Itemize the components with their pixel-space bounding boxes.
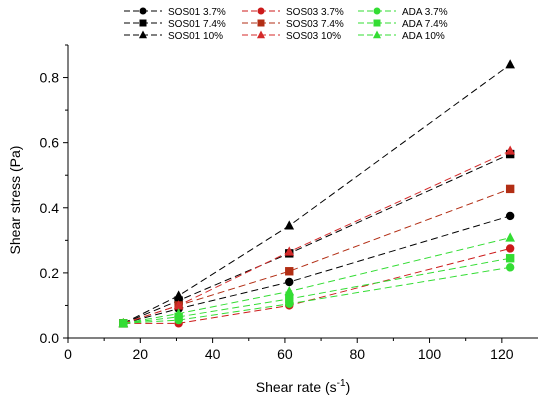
data-point [505,263,515,272]
series-line [123,247,511,324]
x-axis-label-end: ) [346,379,351,395]
legend-marker [257,19,265,27]
data-point [505,211,515,221]
series-line [123,237,511,324]
legend-layer: SOS01 3.7%SOS01 7.4%SOS01 10%SOS03 3.7%S… [124,7,448,42]
data-point [173,308,184,318]
series-line [123,188,511,324]
x-tick-label: 80 [349,346,365,362]
series-line [123,215,511,324]
data-point [505,59,515,69]
series-line [123,266,511,324]
x-tick-label: 0 [64,346,72,362]
series-line [123,64,511,324]
legend-label: SOS01 10% [168,31,223,42]
legend-label: ADA 3.7% [402,7,448,18]
data-point [173,290,184,300]
x-tick-label: 40 [205,346,221,362]
axes-layer [67,45,538,339]
series-line [123,257,511,324]
data-point [505,232,515,242]
data-point [505,254,515,263]
data-point [505,244,515,253]
legend-label: SOS01 7.4% [168,19,226,30]
legend-label: ADA 7.4% [402,19,448,30]
legend-label: SOS01 3.7% [168,7,226,18]
legend-label: SOS03 10% [286,31,341,42]
data-point [284,220,295,230]
legend-marker [257,7,265,15]
x-tick-label: 20 [133,346,149,362]
x-tick-label: 60 [277,346,293,362]
legend-label: ADA 10% [402,31,445,42]
series-layer [118,59,515,328]
data-point [284,286,295,296]
data-point [505,184,515,194]
data-point [285,267,294,276]
legend-marker [138,30,148,39]
legend-marker [256,30,266,39]
y-tick-label: 0.4 [40,200,60,216]
x-tick-label: 120 [490,346,514,362]
y-tick-label: 0.2 [40,265,60,281]
data-point [285,277,294,287]
legend-marker [139,7,147,15]
data-point [285,294,294,304]
legend-marker [373,7,381,15]
legend-marker [373,19,381,27]
legend-marker [139,19,147,27]
y-tick-label: 0.6 [40,135,60,151]
data-point [284,246,295,256]
y-tick-label: 0.0 [40,330,60,346]
x-tick-label: 100 [418,346,442,362]
ticks-layer: 0 20 40 60 80 100 120 0.0 0.2 0.4 0.6 0.8 [40,44,514,362]
legend-marker [372,30,382,39]
y-axis-label: Shear stress (Pa) [7,146,23,255]
series-line [123,153,511,324]
x-axis-label-main: Shear rate (s [256,379,337,395]
series-line [123,150,511,324]
data-point [118,318,129,328]
legend-label: SOS03 3.7% [286,7,344,18]
data-point [173,300,184,310]
x-axis-label-sup: -1 [337,378,346,389]
legend-label: SOS03 7.4% [286,19,344,30]
x-axis-label: Shear rate (s-1) [256,378,351,395]
data-point [505,145,515,155]
y-tick-label: 0.8 [40,70,60,86]
